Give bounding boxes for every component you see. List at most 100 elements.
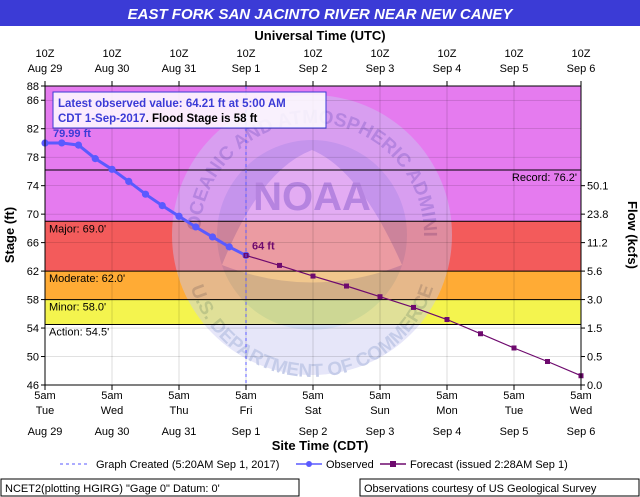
observed-point bbox=[192, 223, 200, 231]
bottom-tick-day: Sat bbox=[305, 405, 322, 417]
left-tick-label: 88 bbox=[27, 81, 39, 93]
left-tick-label: 70 bbox=[27, 209, 39, 221]
forecast-point bbox=[377, 294, 383, 300]
bottom-tick-day: Fri bbox=[240, 405, 253, 417]
observed-point bbox=[158, 202, 166, 210]
top-tick-date: Aug 30 bbox=[95, 63, 130, 75]
top-tick-label: 10Z bbox=[170, 48, 189, 60]
watermark-inner-disc bbox=[217, 140, 407, 330]
legend-created-label: Graph Created (5:20AM Sep 1, 2017) bbox=[96, 459, 279, 471]
watermark-center-text: NOAA bbox=[253, 175, 371, 219]
bottom-tick-date: Sep 3 bbox=[366, 426, 395, 438]
left-axis: 46 50 54 58 62 66 70 74 78 82 86 88 bbox=[27, 81, 45, 392]
left-tick-label: 74 bbox=[27, 181, 39, 193]
left-tick-label: 46 bbox=[27, 380, 39, 392]
observed-point bbox=[225, 243, 233, 251]
bottom-tick-time: 5am bbox=[101, 390, 122, 402]
left-tick-label: 78 bbox=[27, 152, 39, 164]
top-tick-label: 10Z bbox=[438, 48, 457, 60]
top-tick-label: 10Z bbox=[505, 48, 524, 60]
latest-annotation: 64 ft bbox=[252, 240, 275, 252]
chart-title: EAST FORK SAN JACINTO RIVER NEAR NEW CAN… bbox=[128, 6, 515, 23]
left-tick-label: 58 bbox=[27, 295, 39, 307]
right-tick-label: 23.8 bbox=[587, 209, 608, 221]
left-tick-label: 86 bbox=[27, 95, 39, 107]
flood-stage-text: CDT 1-Sep-2017. Flood Stage is 58 ft bbox=[58, 113, 258, 125]
top-axis-title: Universal Time (UTC) bbox=[254, 28, 385, 43]
observed-point bbox=[175, 212, 183, 220]
bottom-axis-title: Site Time (CDT) bbox=[272, 438, 369, 453]
bottom-tick-date: Aug 30 bbox=[95, 426, 130, 438]
top-tick-date: Sep 2 bbox=[299, 63, 328, 75]
forecast-point bbox=[411, 304, 416, 310]
bottom-axis-ticks: 5am Tue Aug 29 5am Wed Aug 30 5am Thu Aug 31 5am F… bbox=[28, 385, 596, 438]
threshold-label-minor: Minor: 58.0' bbox=[49, 302, 106, 314]
top-tick-date: Sep 6 bbox=[567, 63, 596, 75]
legend-forecast-marker bbox=[390, 461, 396, 467]
bottom-tick-date: Aug 29 bbox=[28, 426, 63, 438]
right-tick-label: 0.5 bbox=[587, 352, 602, 364]
left-tick-label: 82 bbox=[27, 124, 39, 136]
right-axis: 50.1 23.8 11.2 5.6 3.0 1.5 0.5 0.0 bbox=[581, 181, 608, 392]
band-action bbox=[45, 299, 581, 325]
bottom-tick-time: 5am bbox=[235, 390, 256, 402]
peak-annotation: 79.99 ft bbox=[53, 128, 91, 140]
top-tick-label: 10Z bbox=[36, 48, 55, 60]
forecast-point bbox=[478, 331, 483, 337]
left-axis-title: Stage (ft) bbox=[2, 207, 17, 263]
data-series bbox=[41, 139, 584, 379]
observed-point bbox=[74, 141, 83, 149]
top-tick-label: 10Z bbox=[103, 48, 122, 60]
observed-point bbox=[58, 139, 66, 147]
right-tick-label: 1.5 bbox=[587, 323, 602, 335]
bottom-tick-day: Wed bbox=[570, 405, 592, 417]
top-tick-label: 10Z bbox=[304, 48, 323, 60]
right-tick-label: 5.6 bbox=[587, 266, 602, 278]
top-axis-ticks: 10Z Aug 29 10Z Aug 30 10Z Aug 31 10Z Sep 1 10Z Se… bbox=[28, 48, 596, 86]
forecast-point bbox=[444, 317, 450, 323]
observed-point bbox=[125, 177, 133, 185]
top-tick-date: Aug 29 bbox=[28, 63, 63, 75]
band-moderate bbox=[45, 221, 581, 272]
right-tick-label: 50.1 bbox=[587, 181, 608, 193]
legend-observed-label: Observed bbox=[326, 459, 374, 471]
threshold-label-major: Major: 69.0' bbox=[49, 223, 106, 235]
forecast-point bbox=[344, 283, 349, 289]
left-tick-label: 54 bbox=[27, 323, 39, 335]
threshold-label-action: Action: 54.5' bbox=[49, 326, 109, 338]
bottom-tick-date: Sep 6 bbox=[567, 426, 596, 438]
bottom-tick-day: Sun bbox=[370, 405, 390, 417]
bottom-tick-date: Aug 31 bbox=[162, 426, 197, 438]
plot-area: NOAA NATIONAL OCEANIC AND ATMOSPHERIC AD… bbox=[0, 0, 584, 386]
legend-observed-marker bbox=[306, 461, 312, 467]
flood-bands bbox=[45, 86, 581, 385]
top-tick-date: Sep 3 bbox=[366, 63, 395, 75]
bottom-tick-date: Sep 4 bbox=[433, 426, 462, 438]
bottom-tick-time: 5am bbox=[369, 390, 390, 402]
threshold-label-record: Record: 76.2' bbox=[512, 172, 577, 184]
bottom-tick-time: 5am bbox=[570, 390, 591, 402]
watermark-outer-ring bbox=[172, 95, 452, 375]
legend-forecast-label: Forecast (issued 2:28AM Sep 1) bbox=[410, 459, 568, 471]
footer-right-box bbox=[359, 478, 640, 497]
bottom-tick-time: 5am bbox=[436, 390, 457, 402]
bottom-tick-date: Sep 2 bbox=[299, 426, 328, 438]
observed-point bbox=[108, 165, 116, 173]
top-tick-label: 10Z bbox=[572, 48, 591, 60]
right-tick-label: 0.0 bbox=[587, 380, 602, 392]
top-tick-date: Sep 4 bbox=[433, 63, 462, 75]
observed-point bbox=[208, 233, 217, 241]
annotations: 79.99 ft 64 ft bbox=[53, 128, 275, 252]
bottom-tick-date: Sep 1 bbox=[232, 426, 261, 438]
footer-left-box bbox=[0, 478, 300, 497]
bottom-tick-day: Tue bbox=[36, 405, 55, 417]
threshold-label-moderate: Moderate: 62.0' bbox=[49, 273, 125, 285]
bottom-tick-day: Thu bbox=[170, 405, 189, 417]
bottom-tick-time: 5am bbox=[34, 390, 55, 402]
forecast-point bbox=[545, 359, 550, 365]
forecast-point bbox=[310, 273, 316, 279]
latest-value-text: Latest observed value: 64.21 ft at 5:00 … bbox=[58, 98, 286, 110]
top-tick-date: Aug 31 bbox=[162, 63, 197, 75]
top-tick-date: Sep 5 bbox=[500, 63, 529, 75]
